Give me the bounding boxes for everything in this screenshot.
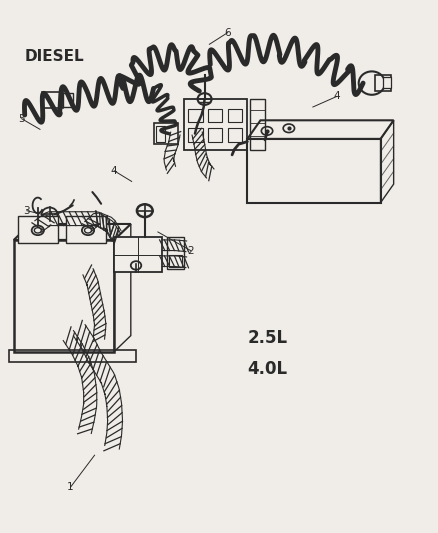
Bar: [14, 240, 114, 352]
Bar: [375, 75, 391, 91]
Bar: [188, 128, 203, 142]
Bar: [18, 216, 58, 243]
Bar: [63, 93, 73, 107]
Bar: [66, 216, 106, 243]
Text: 2: 2: [187, 246, 194, 255]
Text: 6: 6: [224, 28, 231, 38]
Bar: [10, 351, 136, 362]
Bar: [169, 255, 182, 266]
Text: 5: 5: [18, 114, 25, 124]
Text: 2.5L: 2.5L: [247, 329, 287, 348]
Bar: [208, 109, 223, 122]
Bar: [228, 128, 242, 142]
Text: DIESEL: DIESEL: [25, 49, 85, 64]
Bar: [228, 109, 242, 122]
Text: 4.0L: 4.0L: [247, 360, 287, 377]
Text: 1: 1: [67, 482, 74, 492]
Text: 4: 4: [111, 166, 117, 176]
Bar: [188, 109, 203, 122]
Bar: [114, 237, 162, 272]
Bar: [153, 123, 177, 144]
Bar: [250, 99, 265, 150]
Text: 3: 3: [24, 206, 30, 216]
Bar: [155, 126, 165, 142]
Text: 4: 4: [334, 91, 340, 101]
Bar: [42, 92, 63, 108]
Bar: [184, 99, 247, 150]
Bar: [383, 77, 392, 88]
Bar: [208, 128, 223, 142]
Bar: [166, 237, 184, 269]
